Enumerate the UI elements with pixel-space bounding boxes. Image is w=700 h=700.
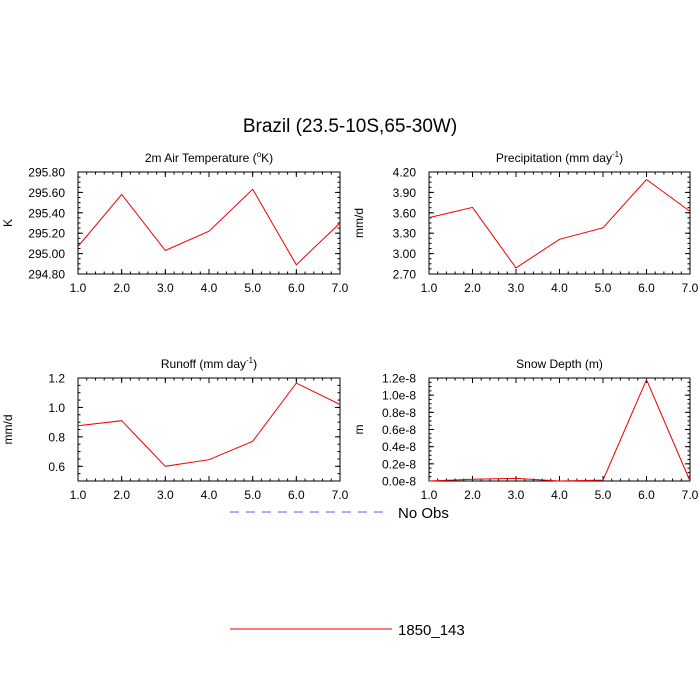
y-tick-label: 0.6e-8	[382, 423, 416, 437]
plot-frame	[77, 171, 341, 275]
plot-frame	[428, 171, 691, 275]
x-tick-label: 1.0	[421, 488, 438, 502]
x-tick-label: 7.0	[332, 488, 349, 502]
y-tick-label: 0.8	[48, 430, 65, 444]
y-tick-label: 0.2e-8	[382, 457, 416, 471]
y-axis-label: mm/d	[352, 208, 366, 238]
y-tick-label: 1.0	[48, 401, 65, 415]
x-tick-label: 2.0	[464, 488, 481, 502]
y-tick-label: 2.70	[393, 268, 417, 282]
x-tick-label: 6.0	[288, 488, 305, 502]
y-tick-label: 295.40	[28, 206, 65, 220]
series-line	[428, 178, 691, 269]
y-axis-label: K	[1, 219, 15, 227]
legend-label-no-obs: No Obs	[398, 505, 449, 522]
x-tick-label: 6.0	[638, 281, 655, 295]
x-tick-label: 3.0	[508, 281, 525, 295]
x-tick-label: 2.0	[113, 281, 130, 295]
legend: No Obs 1850_143	[230, 505, 465, 639]
x-tick-label: 1.0	[70, 488, 87, 502]
y-tick-label: 4.20	[393, 166, 417, 180]
panel-snow-depth: 1.0 2.0 3.0 4.0 5.0 6.0 7.0 0.0e-8 0.2e-8 0.4e-8 0…	[352, 357, 699, 502]
y-tick-label: 3.00	[393, 247, 417, 261]
y-tick-label: 295.60	[28, 186, 65, 200]
panel-runoff: 1.0 2.0 3.0 4.0 5.0 6.0 7.0 0.6 0.8 1.0 1.2 Runoff …	[1, 356, 349, 502]
series-line	[77, 188, 341, 266]
y-tick-label: 1.2	[48, 372, 65, 386]
panel-title: Runoff (mm day-1)	[161, 356, 257, 371]
y-tick-label: 3.60	[393, 206, 417, 220]
legend-label-1850-143: 1850_143	[398, 622, 465, 639]
y-tick-label: 294.80	[28, 268, 65, 282]
y-tick-label: 1.2e-8	[382, 372, 416, 386]
x-tick-label: 5.0	[244, 281, 261, 295]
panel-air-temperature: 1.0 2.0 3.0 4.0 5.0 6.0 7.0 294.80 295.00 295.20 2…	[1, 150, 349, 295]
x-tick-label: 2.0	[464, 281, 481, 295]
plot-frame	[77, 377, 341, 482]
y-axis-label: m	[352, 425, 366, 435]
x-tick-label: 7.0	[682, 488, 699, 502]
y-tick-label: 295.80	[28, 166, 65, 180]
panel-title: Precipitation (mm day-1)	[496, 150, 623, 165]
panel-precipitation: 1.0 2.0 3.0 4.0 5.0 6.0 7.0 2.70 3.00 3.30 3.60 3.9…	[352, 150, 699, 295]
x-tick-label: 5.0	[595, 488, 612, 502]
y-tick-label: 295.20	[28, 227, 65, 241]
y-tick-label: 0.0e-8	[382, 475, 416, 489]
x-tick-label: 4.0	[201, 281, 218, 295]
panel-title: 2m Air Temperature (oK)	[145, 150, 273, 165]
y-tick-label: 0.8e-8	[382, 406, 416, 420]
y-axis-label: mm/d	[1, 415, 15, 445]
x-tick-label: 7.0	[332, 281, 349, 295]
y-tick-label: 1.0e-8	[382, 389, 416, 403]
y-tick-label: 3.30	[393, 227, 417, 241]
panel-title: Snow Depth (m)	[516, 357, 603, 371]
x-tick-label: 5.0	[244, 488, 261, 502]
y-tick-label: 3.90	[393, 186, 417, 200]
x-tick-label: 3.0	[157, 281, 174, 295]
x-tick-label: 3.0	[508, 488, 525, 502]
x-tick-label: 1.0	[421, 281, 438, 295]
y-tick-label: 0.4e-8	[382, 440, 416, 454]
x-tick-label: 6.0	[288, 281, 305, 295]
y-tick-label: 0.6	[48, 460, 65, 474]
plot-frame	[428, 377, 691, 482]
y-tick-label: 295.00	[28, 247, 65, 261]
x-tick-label: 5.0	[595, 281, 612, 295]
x-tick-label: 3.0	[157, 488, 174, 502]
x-tick-label: 2.0	[113, 488, 130, 502]
x-tick-label: 6.0	[638, 488, 655, 502]
figure-title: Brazil (23.5-10S,65-30W)	[242, 116, 458, 137]
x-tick-label: 4.0	[201, 488, 218, 502]
series-line	[77, 382, 341, 467]
x-tick-label: 7.0	[682, 281, 699, 295]
x-tick-label: 4.0	[551, 281, 568, 295]
x-tick-label: 1.0	[70, 281, 87, 295]
series-line	[428, 378, 691, 482]
x-tick-label: 4.0	[551, 488, 568, 502]
